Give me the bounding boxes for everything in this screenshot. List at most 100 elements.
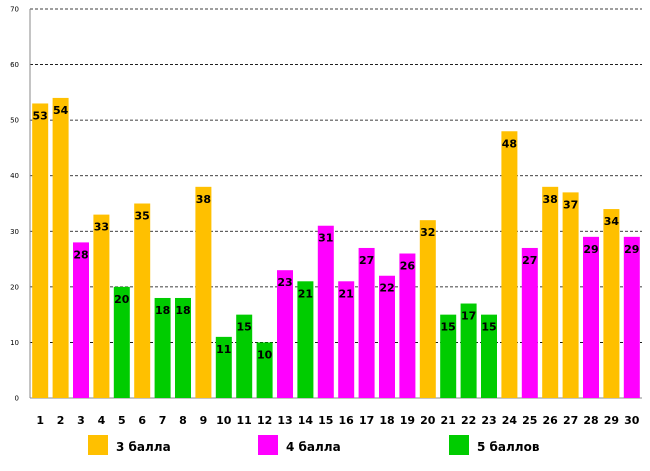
x-tick-label: 19 (400, 414, 415, 427)
data-label: 26 (400, 260, 416, 273)
bar (358, 247, 375, 398)
data-label: 37 (563, 198, 578, 211)
y-tick-label: 20 (10, 283, 19, 291)
y-axis-ticks: 0 10 20 30 40 50 60 70 (10, 6, 19, 403)
legend-label: 5 баллов (477, 440, 540, 454)
data-label: 32 (420, 226, 435, 239)
bar (440, 314, 457, 398)
x-tick-label: 22 (461, 414, 476, 427)
y-tick-label: 60 (10, 61, 19, 69)
x-tick-label: 30 (624, 414, 640, 427)
data-label: 15 (237, 321, 252, 334)
legend-swatch (88, 435, 108, 455)
bar (317, 225, 334, 398)
x-tick-label: 17 (359, 414, 374, 427)
y-tick-label: 30 (10, 228, 19, 236)
data-label: 15 (481, 321, 496, 334)
bar (195, 186, 212, 398)
data-label: 33 (94, 221, 109, 234)
legend-label: 3 балла (116, 440, 171, 454)
x-tick-label: 21 (441, 414, 456, 427)
x-tick-label: 24 (502, 414, 518, 427)
x-tick-label: 14 (298, 414, 314, 427)
data-label: 54 (53, 104, 69, 117)
bar (297, 281, 314, 398)
data-label: 29 (583, 243, 598, 256)
bars (32, 97, 640, 399)
x-tick-label: 15 (318, 414, 333, 427)
data-label: 27 (522, 254, 537, 267)
x-tick-label: 23 (481, 414, 496, 427)
bar (583, 236, 599, 398)
bar (277, 270, 293, 398)
data-label: 48 (502, 137, 517, 150)
data-label: 35 (135, 210, 150, 223)
bar (175, 297, 191, 398)
bar (113, 286, 130, 398)
bar (419, 220, 436, 398)
data-labels: 53 54 28 33 20 35 18 18 38 11 15 10 23 21 31 21 27 22 26 32… (33, 104, 640, 362)
data-label: 20 (114, 293, 130, 306)
x-tick-label: 1 (36, 414, 44, 427)
bar (338, 281, 355, 398)
x-tick-label: 20 (420, 414, 436, 427)
gridlines (30, 8, 642, 343)
x-tick-label: 6 (138, 414, 146, 427)
x-tick-label: 8 (179, 414, 187, 427)
x-axis-ticks: 1 2 3 4 5 6 7 8 9 10 11 12 13 14 15 16 17 18 19 20 21 22 23 24 2… (36, 414, 639, 427)
data-label: 11 (216, 343, 231, 356)
data-label: 17 (461, 310, 476, 323)
data-label: 22 (379, 282, 394, 295)
x-tick-label: 13 (277, 414, 292, 427)
data-label: 38 (196, 193, 211, 206)
data-label: 15 (441, 321, 456, 334)
x-tick-label: 7 (159, 414, 167, 427)
bar (603, 209, 620, 398)
bar (215, 336, 232, 398)
data-label: 38 (543, 193, 558, 206)
bar (236, 314, 253, 398)
legend-swatch (258, 435, 278, 455)
bar (134, 203, 151, 398)
bar (562, 192, 579, 398)
y-tick-label: 50 (10, 117, 19, 125)
x-tick-label: 10 (216, 414, 232, 427)
data-label: 31 (318, 232, 333, 245)
data-label: 29 (624, 243, 639, 256)
data-label: 21 (298, 287, 313, 300)
legend: 3 балла 4 балла 5 баллов (88, 435, 540, 455)
x-tick-label: 9 (200, 414, 208, 427)
x-tick-label: 5 (118, 414, 126, 427)
x-tick-label: 12 (257, 414, 272, 427)
bar (542, 186, 559, 398)
bar (521, 247, 538, 398)
bar (481, 314, 497, 398)
bar (73, 242, 89, 398)
legend-label: 4 балла (286, 440, 341, 454)
x-tick-label: 26 (543, 414, 559, 427)
x-tick-label: 29 (604, 414, 619, 427)
legend-swatch (449, 435, 469, 455)
data-label: 21 (339, 287, 354, 300)
x-tick-label: 2 (57, 414, 65, 427)
y-tick-label: 40 (10, 172, 19, 180)
bar (623, 236, 640, 398)
x-tick-label: 25 (522, 414, 537, 427)
data-label: 27 (359, 254, 374, 267)
bar (379, 275, 395, 398)
y-tick-label: 10 (10, 339, 19, 347)
data-label: 34 (604, 215, 620, 228)
data-label: 53 (33, 109, 48, 122)
bar (399, 253, 416, 398)
x-tick-label: 3 (77, 414, 85, 427)
x-tick-label: 11 (237, 414, 252, 427)
x-tick-label: 18 (379, 414, 394, 427)
data-label: 18 (155, 304, 170, 317)
bar (460, 303, 477, 398)
bar (52, 97, 69, 399)
bar (93, 214, 110, 398)
data-label: 18 (175, 304, 190, 317)
y-tick-label: 0 (15, 395, 19, 403)
bar (256, 342, 273, 398)
